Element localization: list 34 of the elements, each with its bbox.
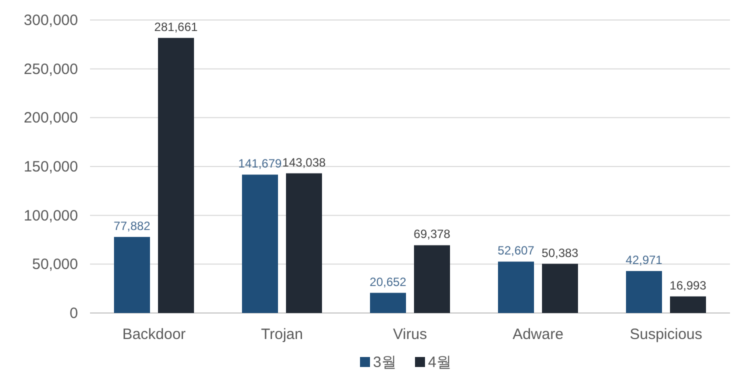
bar [542, 264, 578, 313]
y-tick-label: 200,000 [24, 110, 78, 127]
x-tick-label: Virus [393, 326, 427, 343]
x-tick-label: Trojan [261, 326, 303, 343]
bar [370, 292, 406, 313]
bar [242, 174, 278, 313]
data-label: 50,383 [542, 246, 579, 260]
data-label: 141,679 [238, 156, 282, 171]
data-label: 16,993 [670, 278, 707, 292]
x-tick-label: Adware [512, 326, 564, 343]
data-label: 281,661 [154, 20, 198, 34]
legend-label: 4월 [428, 354, 452, 371]
bar [414, 245, 450, 313]
y-tick-label: 0 [70, 305, 78, 322]
data-label: 77,882 [114, 218, 151, 233]
bar [670, 296, 706, 313]
data-label: 69,378 [414, 227, 451, 242]
y-tick-label: 300,000 [24, 12, 78, 29]
y-tick-label: 100,000 [24, 207, 78, 224]
bar [498, 262, 534, 313]
y-tick-label: 50,000 [32, 256, 78, 274]
x-tick-label: Suspicious [630, 326, 702, 343]
y-tick-label: 250,000 [24, 60, 78, 78]
data-label: 52,607 [498, 244, 535, 258]
bar [626, 271, 662, 313]
bar [286, 173, 322, 313]
y-tick-label: 150,000 [24, 158, 78, 176]
bar [158, 38, 194, 313]
data-label: 20,652 [370, 274, 407, 289]
data-label: 42,971 [626, 253, 663, 268]
legend-label: 3월 [373, 354, 396, 371]
bar [114, 236, 150, 313]
data-label: 143,038 [282, 155, 326, 170]
x-tick-label: Backdoor [122, 326, 186, 343]
